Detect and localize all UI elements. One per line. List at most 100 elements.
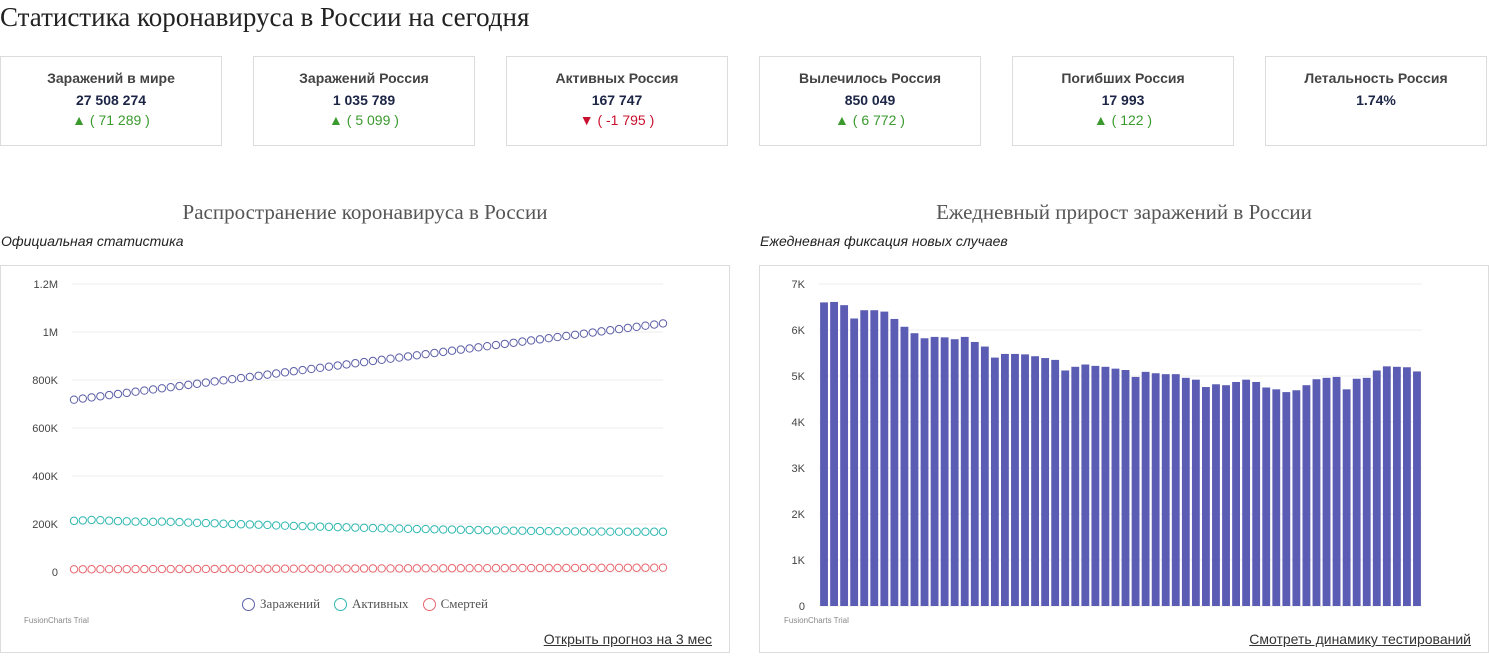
data-point[interactable] <box>562 331 571 341</box>
data-point[interactable] <box>271 369 281 378</box>
bar[interactable] <box>1212 384 1220 606</box>
data-point[interactable] <box>518 337 527 346</box>
data-point[interactable] <box>157 517 167 526</box>
data-point[interactable] <box>175 564 184 574</box>
bar[interactable] <box>1191 379 1200 606</box>
data-point[interactable] <box>482 341 492 351</box>
data-point[interactable] <box>166 564 175 574</box>
data-point[interactable] <box>544 334 553 343</box>
data-point[interactable] <box>632 322 641 332</box>
data-point[interactable] <box>166 517 175 527</box>
data-point[interactable] <box>526 563 536 573</box>
data-point[interactable] <box>280 368 290 377</box>
data-point[interactable] <box>597 327 606 336</box>
bar[interactable] <box>1111 368 1120 606</box>
bar[interactable] <box>1041 358 1050 606</box>
bar[interactable] <box>1011 353 1019 606</box>
data-point[interactable] <box>201 378 211 387</box>
data-point[interactable] <box>298 521 307 531</box>
bar[interactable] <box>940 337 949 606</box>
data-point[interactable] <box>650 320 659 329</box>
bar[interactable] <box>1031 356 1039 606</box>
data-point[interactable] <box>474 343 483 352</box>
data-point[interactable] <box>192 379 202 388</box>
data-point[interactable] <box>597 527 606 536</box>
data-point[interactable] <box>289 564 298 573</box>
data-point[interactable] <box>518 526 527 535</box>
data-point[interactable] <box>456 345 466 354</box>
data-point[interactable] <box>263 520 272 530</box>
data-point[interactable] <box>184 564 193 574</box>
bar[interactable] <box>970 341 979 606</box>
bar[interactable] <box>920 338 929 606</box>
data-point[interactable] <box>315 564 325 573</box>
data-point[interactable] <box>386 524 395 533</box>
data-point[interactable] <box>570 527 580 536</box>
data-point[interactable] <box>465 525 474 535</box>
data-point[interactable] <box>342 523 351 532</box>
bar[interactable] <box>1091 365 1100 606</box>
data-point[interactable] <box>500 339 509 349</box>
data-point[interactable] <box>271 564 281 573</box>
data-point[interactable] <box>562 527 571 536</box>
bar[interactable] <box>1262 387 1271 607</box>
data-point[interactable] <box>606 563 615 573</box>
data-point[interactable] <box>368 523 378 533</box>
data-point[interactable] <box>553 563 562 573</box>
data-point[interactable] <box>351 359 360 368</box>
data-point[interactable] <box>140 564 149 574</box>
data-point[interactable] <box>324 564 334 573</box>
data-point[interactable] <box>386 354 395 363</box>
data-point[interactable] <box>500 563 509 573</box>
data-point[interactable] <box>623 527 633 536</box>
data-point[interactable] <box>122 388 131 398</box>
bar[interactable] <box>930 336 939 606</box>
bar[interactable] <box>1403 367 1411 606</box>
data-point[interactable] <box>623 563 633 572</box>
data-point[interactable] <box>140 386 149 395</box>
data-point[interactable] <box>236 520 246 529</box>
data-point[interactable] <box>535 335 545 344</box>
data-point[interactable] <box>447 564 457 573</box>
data-point[interactable] <box>359 564 369 573</box>
bar[interactable] <box>1061 370 1070 606</box>
data-point[interactable] <box>333 522 342 532</box>
data-point[interactable] <box>632 563 641 572</box>
data-point[interactable] <box>377 355 386 365</box>
data-point[interactable] <box>271 521 281 530</box>
data-point[interactable] <box>395 564 404 573</box>
data-point[interactable] <box>201 564 211 574</box>
data-point[interactable] <box>351 523 360 532</box>
bar[interactable] <box>890 318 899 606</box>
data-point[interactable] <box>456 525 466 534</box>
data-point[interactable] <box>333 361 342 370</box>
data-point[interactable] <box>104 390 114 400</box>
data-point[interactable] <box>298 564 307 573</box>
bar[interactable] <box>860 310 869 606</box>
data-point[interactable] <box>254 564 263 573</box>
data-point[interactable] <box>289 521 298 531</box>
data-point[interactable] <box>359 523 369 533</box>
data-point[interactable] <box>491 526 501 535</box>
data-point[interactable] <box>439 347 448 357</box>
data-point[interactable] <box>307 564 316 573</box>
data-point[interactable] <box>113 389 123 399</box>
data-point[interactable] <box>588 527 597 536</box>
data-point[interactable] <box>465 564 474 573</box>
data-point[interactable] <box>175 517 184 527</box>
data-point[interactable] <box>78 516 87 525</box>
bar[interactable] <box>1413 371 1421 606</box>
bar[interactable] <box>1202 387 1210 606</box>
data-point[interactable] <box>430 348 439 358</box>
data-point[interactable] <box>104 516 114 525</box>
data-point[interactable] <box>658 563 668 572</box>
data-point[interactable] <box>192 564 202 574</box>
data-point[interactable] <box>131 517 140 526</box>
bar[interactable] <box>1282 392 1291 606</box>
bar[interactable] <box>1342 389 1351 606</box>
data-point[interactable] <box>491 563 501 573</box>
data-point[interactable] <box>641 563 650 572</box>
bar[interactable] <box>1252 381 1261 606</box>
data-point[interactable] <box>386 564 395 573</box>
data-point[interactable] <box>184 380 193 390</box>
